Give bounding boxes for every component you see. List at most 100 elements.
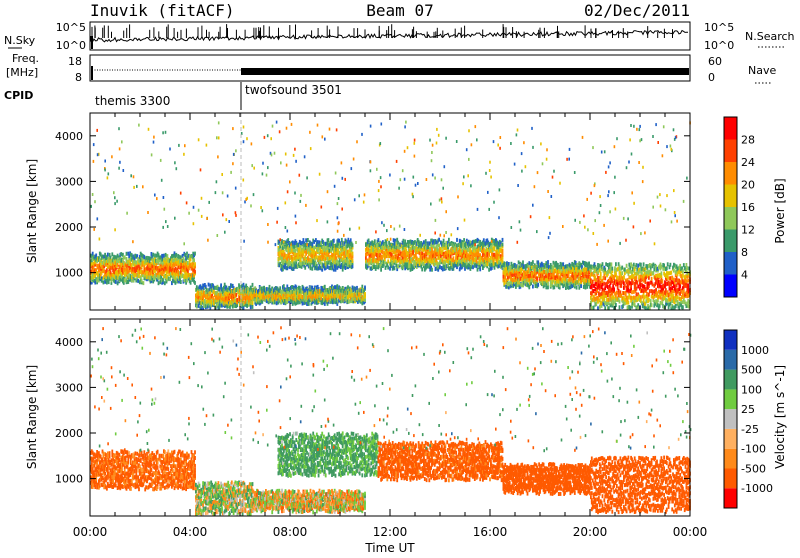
power-cell [394, 266, 396, 270]
power-cell [284, 254, 286, 258]
power-cell [266, 287, 268, 291]
power-cell [183, 257, 185, 261]
power-cell [107, 253, 109, 257]
power-cell [236, 298, 238, 302]
power-cell [194, 270, 196, 274]
power-cell [472, 265, 474, 269]
power-cell [345, 266, 347, 270]
power-cell [524, 270, 526, 274]
freq-tick-high: 18 [68, 55, 82, 68]
power-cell [315, 238, 317, 242]
power-cell [470, 247, 472, 251]
power-cell [304, 266, 306, 270]
power-cell [321, 249, 323, 253]
power-cell [518, 260, 520, 264]
power-cell [208, 283, 210, 287]
power-cell [328, 249, 330, 253]
power-cell [547, 260, 549, 264]
power-cell [101, 279, 103, 283]
power-cell [575, 272, 577, 276]
power-cell [435, 267, 437, 271]
power-cell [344, 250, 346, 254]
power-cell [502, 238, 504, 242]
nave-label: Nave [748, 64, 776, 77]
power-cell [106, 268, 108, 272]
freq-label: Freq. [12, 52, 39, 65]
power-cell [140, 258, 142, 262]
power-cell [277, 287, 279, 291]
beam-title: Beam 07 [366, 1, 433, 20]
power-cell [547, 282, 549, 286]
nsky-label: N.Sky [4, 34, 36, 47]
power-cell [275, 296, 277, 300]
power-cell [364, 286, 366, 290]
power-cell [470, 255, 472, 259]
power-cell [324, 302, 326, 306]
power-cell [247, 287, 249, 291]
power-cell [117, 263, 119, 267]
power-cell [479, 267, 481, 271]
power-cell [522, 260, 524, 264]
power-cell [411, 263, 413, 267]
power-cell [276, 301, 278, 305]
power-cell [592, 280, 594, 284]
cpid-mode-1: themis 3300 [95, 94, 170, 108]
freq-band-mode2 [241, 68, 689, 75]
power-cell [308, 258, 310, 262]
power-cell [126, 252, 128, 256]
power-cell [102, 255, 104, 259]
cpid-mode-2: twofsound 3501 [245, 83, 342, 97]
power-cell [528, 285, 530, 289]
power-cell [162, 278, 164, 282]
nsearch-tick-low: 10^0 [704, 39, 734, 52]
power-cell [152, 253, 154, 257]
power-cell [338, 239, 340, 243]
power-cell [220, 283, 222, 287]
power-cell [336, 284, 338, 288]
power-cell [510, 267, 512, 271]
power-cell [318, 266, 320, 270]
power-cell [502, 243, 504, 247]
power-cell [597, 276, 599, 280]
power-cell [511, 262, 513, 266]
power-cell [154, 254, 156, 258]
power-cell [214, 286, 216, 290]
power-cell [517, 283, 519, 287]
power-cell [453, 250, 455, 254]
power-cell [335, 268, 337, 272]
power-cell [406, 258, 408, 262]
date-title: 02/Dec/2011 [584, 1, 690, 20]
power-cell [491, 263, 493, 267]
station-title: Inuvik (fitACF) [90, 1, 235, 20]
power-cell [180, 255, 182, 259]
power-cell [585, 286, 587, 290]
power-cell [187, 261, 189, 265]
power-cell [477, 268, 479, 272]
power-cell [305, 238, 307, 242]
power-cell [293, 257, 295, 261]
cpid-label: CPID [4, 89, 33, 102]
power-cell [490, 256, 492, 260]
power-cell [431, 268, 433, 272]
power-cell [135, 261, 137, 265]
power-cell [313, 246, 315, 250]
power-cell [494, 247, 496, 251]
power-cell [115, 280, 117, 284]
power-cell [450, 255, 452, 259]
power-cell [520, 277, 522, 281]
power-cell [397, 241, 399, 245]
power-cell [380, 268, 382, 272]
power-cell [327, 265, 329, 269]
power-cell [235, 293, 237, 297]
power-cell [425, 239, 427, 243]
power-cell [135, 273, 137, 277]
power-cell [536, 276, 538, 280]
power-cell [279, 286, 281, 290]
power-cell [568, 286, 570, 290]
nave-tick-low: 0 [708, 71, 715, 84]
power-cell [324, 285, 326, 289]
power-cell [323, 242, 325, 246]
power-cell [379, 249, 381, 253]
power-cell [367, 259, 369, 263]
